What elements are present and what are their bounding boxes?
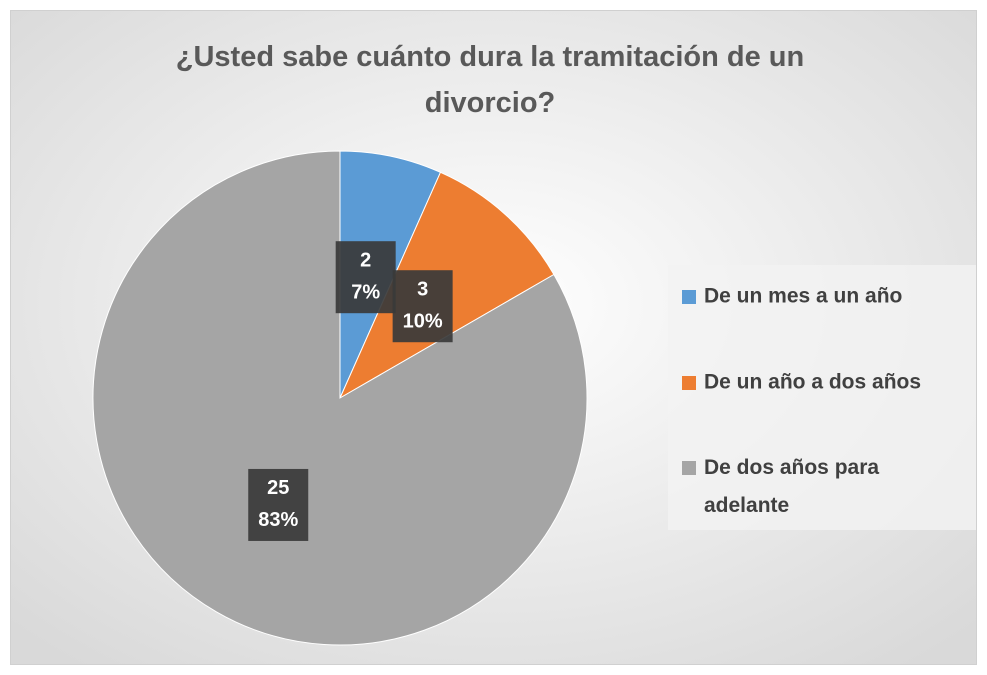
data-label-percent: 7% (351, 281, 380, 303)
legend-label: De dos años para adelante (704, 456, 879, 517)
legend-swatch (682, 461, 696, 475)
data-label-percent: 83% (258, 509, 298, 531)
data-label-box (392, 270, 453, 343)
data-label-value: 2 (360, 249, 371, 271)
data-label-box (335, 241, 396, 314)
pie-slice (92, 150, 588, 646)
chart-title: ¿Usted sabe cuánto dura la tramitación d… (176, 41, 804, 119)
data-label-box (248, 468, 309, 541)
legend-label: De un mes a un año (704, 285, 902, 308)
data-label-value: 3 (417, 279, 428, 301)
legend-swatch (682, 290, 696, 304)
legend-box (668, 265, 976, 530)
legend-swatch (682, 376, 696, 390)
data-label-percent: 10% (403, 311, 443, 333)
data-label-value: 25 (267, 477, 289, 499)
legend-label: De un año a dos años (704, 371, 921, 394)
